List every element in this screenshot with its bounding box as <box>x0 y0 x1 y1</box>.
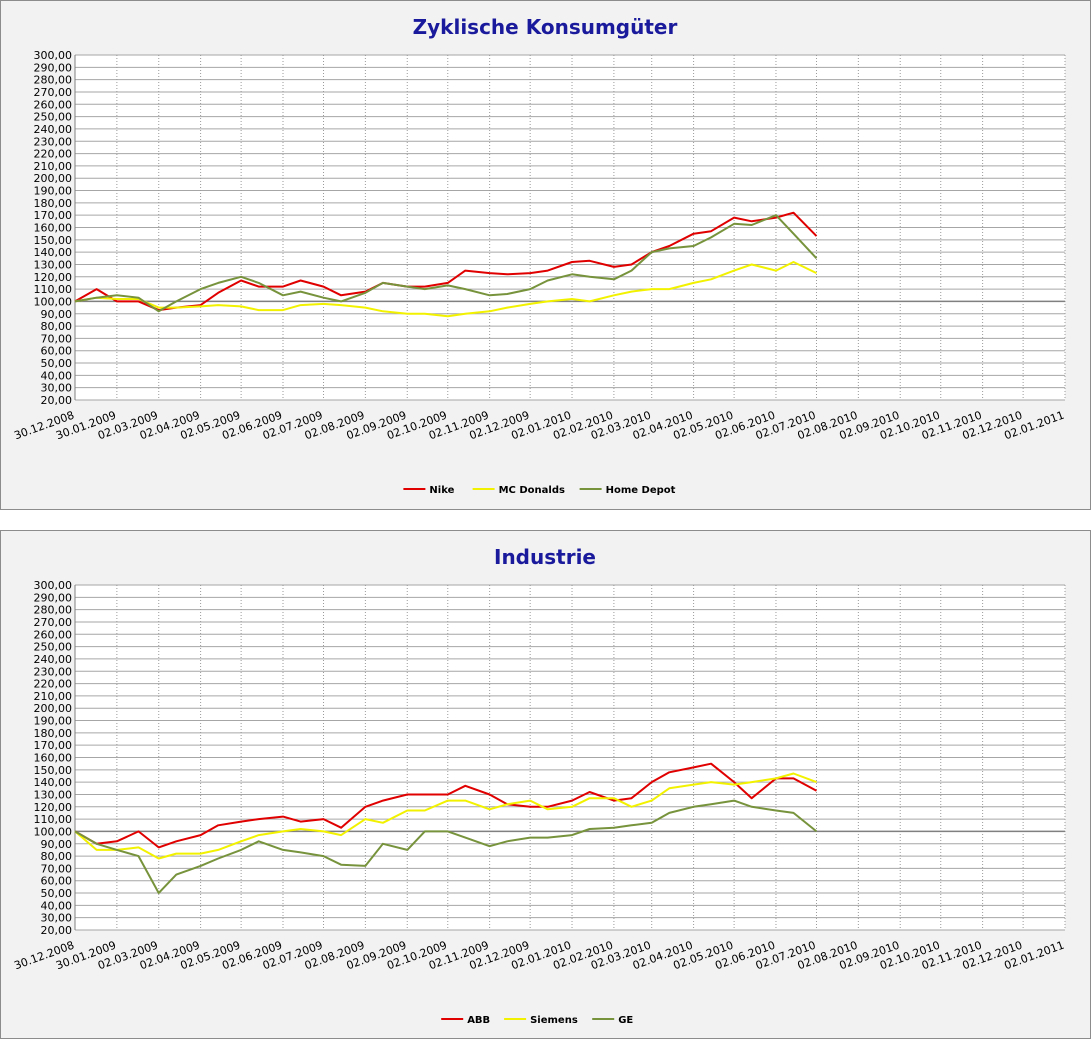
y-tick-label: 240,00 <box>34 653 73 666</box>
y-tick-label: 260,00 <box>34 628 73 641</box>
y-tick-label: 280,00 <box>34 74 73 87</box>
y-tick-label: 200,00 <box>34 702 73 715</box>
y-tick-label: 260,00 <box>34 98 73 111</box>
y-tick-label: 70,00 <box>41 862 73 875</box>
y-tick-label: 80,00 <box>41 850 73 863</box>
y-tick-label: 170,00 <box>34 739 73 752</box>
y-tick-label: 220,00 <box>34 148 73 161</box>
legend-label: Home Depot <box>606 485 676 496</box>
series-line <box>74 214 818 313</box>
y-tick-label: 110,00 <box>34 813 73 826</box>
y-tick-label: 90,00 <box>41 838 73 851</box>
legend-label: MC Donalds <box>499 485 565 496</box>
y-tick-label: 170,00 <box>34 209 73 222</box>
legend-label: ABB <box>467 1015 490 1026</box>
y-tick-label: 120,00 <box>34 271 73 284</box>
chart: Industrie 20,0030,0040,0050,0060,0070,008… <box>0 530 1091 1039</box>
y-tick-label: 140,00 <box>34 776 73 789</box>
y-tick-label: 180,00 <box>34 727 73 740</box>
series-line <box>74 762 817 849</box>
y-tick-label: 300,00 <box>34 579 73 592</box>
y-tick-label: 90,00 <box>41 308 73 321</box>
y-tick-label: 220,00 <box>34 678 73 691</box>
chart-title: Industrie <box>494 545 596 569</box>
y-tick-label: 230,00 <box>34 135 73 148</box>
y-tick-label: 210,00 <box>34 160 73 173</box>
legend-label: GE <box>618 1015 633 1026</box>
y-tick-label: 150,00 <box>34 234 73 247</box>
y-tick-label: 150,00 <box>34 764 73 777</box>
y-tick-label: 190,00 <box>34 185 73 198</box>
y-tick-label: 110,00 <box>34 283 73 296</box>
y-tick-label: 130,00 <box>34 788 73 801</box>
y-tick-label: 60,00 <box>41 345 73 358</box>
series-line <box>74 261 817 318</box>
y-tick-label: 210,00 <box>34 690 73 703</box>
y-tick-label: 200,00 <box>34 172 73 185</box>
y-tick-label: 30,00 <box>41 382 73 395</box>
y-tick-label: 240,00 <box>34 123 73 136</box>
y-tick-label: 100,00 <box>34 295 73 308</box>
y-tick-label: 40,00 <box>41 899 73 912</box>
y-tick-label: 120,00 <box>34 801 73 814</box>
y-tick-label: 50,00 <box>41 887 73 900</box>
series-line <box>74 772 817 860</box>
y-tick-label: 230,00 <box>34 665 73 678</box>
y-tick-label: 160,00 <box>34 752 73 765</box>
y-tick-label: 180,00 <box>34 197 73 210</box>
y-tick-label: 250,00 <box>34 111 73 124</box>
y-tick-label: 280,00 <box>34 604 73 617</box>
y-tick-label: 130,00 <box>34 258 73 271</box>
y-tick-label: 70,00 <box>41 332 73 345</box>
y-tick-label: 190,00 <box>34 715 73 728</box>
legend-label: Siemens <box>530 1015 578 1026</box>
y-tick-label: 160,00 <box>34 222 73 235</box>
y-tick-label: 270,00 <box>34 616 73 629</box>
chart-title: Zyklische Konsumgüter <box>413 15 678 39</box>
y-tick-label: 140,00 <box>34 246 73 259</box>
series-line <box>74 211 818 312</box>
legend-label: Nike <box>429 485 454 496</box>
y-tick-label: 50,00 <box>41 357 73 370</box>
y-tick-label: 60,00 <box>41 875 73 888</box>
y-tick-label: 30,00 <box>41 912 73 925</box>
y-tick-label: 100,00 <box>34 825 73 838</box>
y-tick-label: 250,00 <box>34 641 73 654</box>
y-tick-label: 40,00 <box>41 369 73 382</box>
y-tick-label: 290,00 <box>34 591 73 604</box>
series-line <box>74 799 818 894</box>
y-tick-label: 80,00 <box>41 320 73 333</box>
y-tick-label: 300,00 <box>34 49 73 62</box>
y-tick-label: 270,00 <box>34 86 73 99</box>
y-tick-label: 20,00 <box>41 394 73 407</box>
y-tick-label: 20,00 <box>41 924 73 937</box>
y-tick-label: 290,00 <box>34 61 73 74</box>
chart: Zyklische Konsumgüter 20,0030,0040,0050,0… <box>0 0 1091 510</box>
